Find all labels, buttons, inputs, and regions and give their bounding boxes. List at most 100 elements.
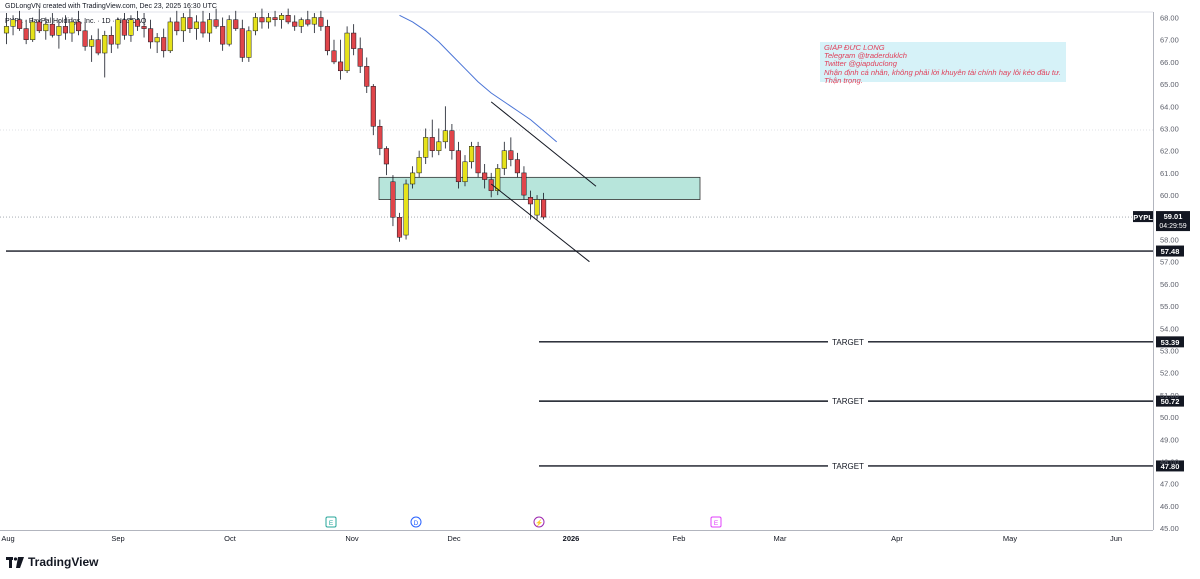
candle[interactable] (469, 141, 475, 169)
candle[interactable] (455, 141, 461, 189)
candle[interactable] (148, 19, 154, 49)
candle[interactable] (233, 10, 239, 31)
candle[interactable] (193, 15, 199, 40)
candle[interactable] (56, 19, 62, 49)
candle[interactable] (423, 128, 429, 165)
candle[interactable] (102, 30, 108, 78)
candle[interactable] (259, 8, 265, 29)
candle[interactable] (207, 13, 213, 42)
candle[interactable] (364, 57, 370, 93)
candle[interactable] (338, 39, 344, 80)
candle[interactable] (23, 19, 29, 45)
candle[interactable] (49, 13, 55, 38)
candle[interactable] (305, 10, 311, 27)
candle[interactable] (17, 10, 23, 31)
candle[interactable] (69, 17, 75, 42)
candle[interactable] (252, 13, 258, 36)
candle[interactable] (324, 19, 330, 56)
candle[interactable] (161, 28, 167, 58)
candle[interactable] (377, 119, 383, 156)
candle[interactable] (174, 10, 180, 36)
candle[interactable] (89, 35, 95, 62)
candle-body (462, 161, 468, 183)
candle[interactable] (134, 10, 141, 31)
candle[interactable] (403, 179, 409, 240)
candle[interactable] (76, 10, 82, 36)
event-marker[interactable]: ⚡ (533, 516, 545, 528)
event-marker[interactable]: D (410, 516, 422, 528)
candle[interactable] (462, 155, 468, 187)
candle[interactable] (292, 15, 298, 31)
candle[interactable] (187, 8, 193, 34)
candle[interactable] (121, 13, 127, 40)
candle[interactable] (442, 106, 448, 149)
candle[interactable] (200, 10, 206, 38)
candle[interactable] (272, 10, 278, 27)
candle[interactable] (370, 84, 376, 136)
candle[interactable] (318, 10, 324, 31)
candle[interactable] (62, 15, 69, 40)
candle[interactable] (213, 8, 219, 29)
candle[interactable] (115, 17, 121, 49)
candle-body (318, 17, 324, 27)
candle-body (62, 26, 69, 34)
candle[interactable] (508, 137, 514, 167)
candle[interactable] (436, 128, 442, 156)
candle[interactable] (30, 17, 36, 42)
candle[interactable] (521, 166, 527, 200)
candle[interactable] (167, 17, 173, 54)
candle[interactable] (331, 39, 337, 65)
candle[interactable] (154, 33, 160, 54)
candle[interactable] (36, 8, 42, 34)
price-tick-label: 55.00 (1160, 302, 1179, 311)
candle[interactable] (265, 13, 272, 29)
tradingview-brand[interactable]: TradingView (6, 555, 98, 569)
candle[interactable] (3, 13, 10, 45)
candle[interactable] (514, 152, 520, 178)
symbol-badge-text: PYPL (1133, 213, 1153, 222)
candle[interactable] (43, 17, 49, 40)
candle-body (161, 37, 167, 52)
candle[interactable] (285, 8, 291, 25)
candle[interactable] (279, 13, 285, 29)
candle[interactable] (180, 13, 186, 42)
candle[interactable] (220, 17, 226, 51)
candle[interactable] (449, 124, 455, 160)
candle[interactable] (10, 15, 16, 36)
candle-body (495, 168, 501, 191)
candle[interactable] (95, 28, 101, 56)
candle[interactable] (239, 19, 245, 62)
candle[interactable] (390, 175, 396, 227)
candle[interactable] (429, 119, 435, 158)
candle[interactable] (108, 26, 114, 54)
candle[interactable] (128, 15, 134, 42)
candle[interactable] (475, 141, 481, 178)
candle[interactable] (495, 164, 501, 196)
candle[interactable] (246, 26, 252, 62)
candle[interactable] (482, 164, 488, 189)
candle[interactable] (226, 15, 232, 47)
event-marker[interactable]: E (325, 516, 337, 528)
candle-body (423, 137, 429, 158)
candle[interactable] (298, 17, 304, 34)
candle[interactable] (82, 21, 88, 51)
candle[interactable] (488, 172, 494, 198)
candle[interactable] (357, 37, 363, 73)
candle[interactable] (383, 146, 389, 176)
candle[interactable] (351, 24, 357, 56)
supply-demand-zone[interactable] (378, 176, 701, 200)
candle[interactable] (311, 13, 317, 34)
candle[interactable] (501, 141, 507, 176)
candle[interactable] (141, 13, 147, 38)
candle[interactable] (541, 192, 547, 220)
candle[interactable] (416, 150, 422, 178)
event-marker[interactable]: E (710, 516, 722, 528)
candle[interactable] (534, 195, 540, 220)
descending-trendline-lower[interactable] (490, 183, 590, 263)
candle[interactable] (396, 212, 403, 242)
candle[interactable] (344, 26, 350, 73)
note-line-twitter: Twitter @giapduclong (824, 60, 897, 69)
candle[interactable] (410, 166, 416, 189)
descending-trendline-upper[interactable] (490, 101, 597, 187)
